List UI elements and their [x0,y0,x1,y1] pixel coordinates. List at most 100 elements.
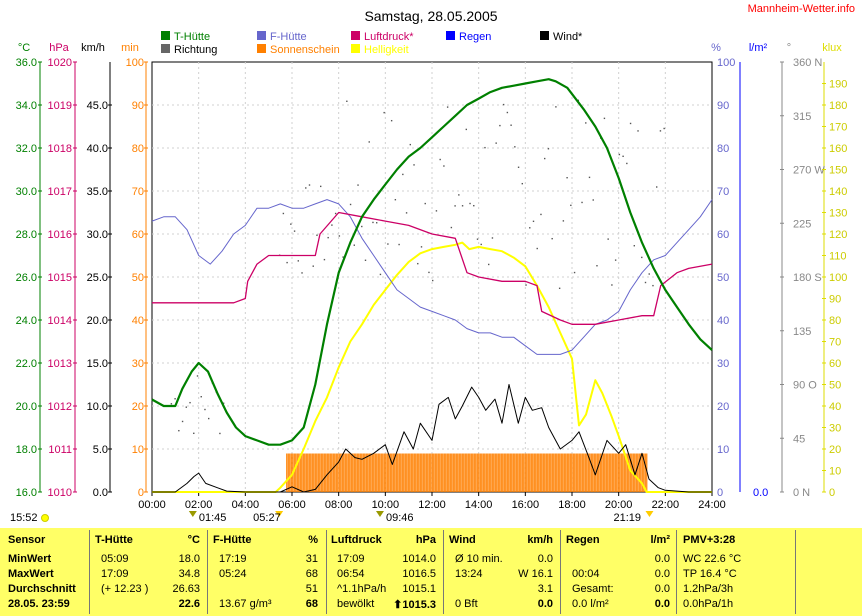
sunshine-bar [419,453,421,492]
direction-dot [170,403,173,405]
stats-druck-value: 1014.0 [402,553,436,565]
pct-tick-label: 40 [717,315,729,327]
sunshine-bar [344,453,346,492]
legend-swatch [161,44,170,53]
direction-dot [622,155,624,158]
klux-tick-label: 100 [829,272,847,284]
direction-dot [603,117,606,120]
direction-dot [185,406,187,408]
kmh-tick-label: 15.0 [87,358,108,370]
sunshine-bar [532,453,534,492]
sunshine-bar [388,453,390,492]
dir-tick-label: 180 S [793,272,822,284]
direction-dot [357,184,359,186]
stats-thuette-unit: °C [187,534,200,546]
sunshine-bar [406,453,408,492]
direction-dot [555,106,557,108]
sunshine-bar [463,453,465,492]
klux-tick-label: 0 [829,487,835,499]
sunshine-bar [437,453,439,492]
sunshine-bar [476,453,478,492]
sunshine-bar [433,453,435,492]
sunshine-bar [539,453,541,492]
direction-dot [286,261,288,264]
direction-dot [641,256,643,259]
dir-unit: ° [787,42,791,54]
sunshine-bar [512,453,514,492]
sunshine-bar [359,453,361,492]
sunshine-bar [541,453,543,492]
sunshine-bar [629,453,631,492]
sunshine-bar [569,453,571,492]
direction-dot [402,173,404,176]
direction-dot [349,203,352,206]
dir-tick-label: 315 [793,111,811,123]
sunshine-bar [353,453,355,492]
sunshine-bar [491,453,493,492]
direction-dot [469,202,471,205]
x-tick-label: 00:00 [138,499,166,511]
divider [676,530,677,614]
sunshine-bar [523,453,525,492]
min-tick-label: 90 [132,100,144,112]
series-wind-line [152,384,712,493]
sunshine-bar [355,453,357,492]
direction-dot [387,243,389,245]
stats-regen-value: 0.0 [654,598,670,610]
legend: T-Hütte F-Hütte Luftdruck* Regen Wind* Richtu… [161,31,583,56]
sunshine-bar [577,453,579,492]
moonrise-marker-label: 09:46 [386,512,414,524]
site-link[interactable]: Mannheim-Wetter.info [748,3,855,15]
sunshine-bar [617,453,619,492]
direction-dot [656,186,658,188]
sunshine-bar [536,453,538,492]
direction-dot [334,212,337,215]
stats-druck-label: 06:54 [337,568,365,580]
sunshine-bar [452,453,454,492]
direction-dot [562,220,565,222]
sunshine-bar [451,453,453,492]
sunshine-bar [508,453,510,492]
legend-swatch [257,44,266,53]
axes-layer: 16.0 18.0 20.0 22.0 24.0 26.0 28.0 30.0 32.0 34.0… [16,57,848,524]
klux-tick-label: 70 [829,337,841,349]
temp-tick-label: 32.0 [16,143,37,155]
sunshine-bar [404,453,406,492]
direction-dot [506,111,509,114]
direction-dot [652,284,654,287]
hpa-tick-label: 1014 [48,315,72,327]
direction-dot [529,227,531,229]
sunshine-bar [415,453,417,492]
sunshine-bar [356,453,358,492]
sunshine-bar [500,453,502,492]
klux-tick-label: 60 [829,358,841,370]
sunshine-bar [533,453,535,492]
legend-label: Wind* [553,31,583,43]
direction-dot [338,235,341,237]
direction-dot [290,223,292,225]
legend-label: Luftdruck* [364,31,414,43]
stats-druck-header: Luftdruck [331,534,382,546]
sunshine-bar [386,453,388,492]
sunshine-bar [572,453,574,492]
stats-sensor-row: 28.05. 23:59 [8,598,70,610]
sunshine-bar [286,453,288,492]
stats-wind-value: 0.0 [537,598,553,610]
sunshine-bar [514,453,516,492]
stats-wind-value: W 16.1 [518,568,553,580]
sunshine-bar [628,453,630,492]
weather-chart: Samstag, 28.05.2005 Mannheim-Wetter.info… [10,3,855,524]
sunshine-bar [589,453,591,492]
direction-dot [581,201,583,204]
pct-tick-label: 30 [717,358,729,370]
direction-dot [282,212,285,215]
direction-dot [454,205,456,207]
sunshine-bar [362,453,364,492]
divider [443,530,444,614]
sunshine-bar [542,453,544,492]
moonset-marker [188,511,197,517]
sunshine-bar [458,453,460,492]
sunshine-bar [529,453,531,492]
min-tick-label: 70 [132,186,144,198]
klux-tick-label: 160 [829,143,847,155]
